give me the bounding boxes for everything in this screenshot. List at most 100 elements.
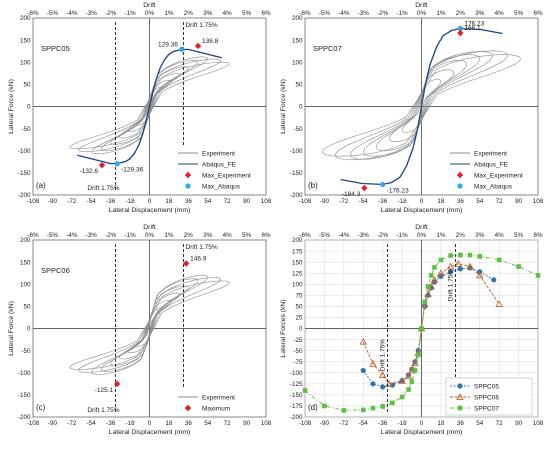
x-tick-label: 72 — [224, 420, 232, 427]
data-point-sppc07 — [409, 379, 415, 384]
max-point-label: -132.6 — [80, 168, 99, 175]
y-tick-label: 0 — [299, 104, 303, 111]
y-tick-label: 50 — [295, 82, 303, 89]
top-tick-label: -1% — [396, 232, 408, 239]
y-tick-label: 50 — [23, 304, 31, 311]
x-tick-label: -54 — [359, 198, 369, 205]
x-tick-label: -90 — [48, 420, 58, 427]
data-point-sppc07 — [448, 253, 453, 258]
data-point-sppc06 — [466, 262, 474, 270]
x-tick-label: 54 — [204, 420, 212, 427]
top-tick-label: 3% — [475, 232, 485, 239]
top-tick-label: -5% — [47, 10, 59, 17]
y-tick-label: -175 — [290, 403, 303, 410]
experiment-loop — [118, 292, 180, 360]
top-tick-label: 2% — [184, 10, 194, 17]
top-tick-label: -2% — [105, 232, 117, 239]
y-tick-label: 150 — [20, 37, 31, 44]
y-tick-label: 150 — [20, 259, 31, 266]
legend-swatch-marker — [456, 171, 464, 179]
data-point-sppc06 — [495, 300, 503, 308]
x-tick-label: 54 — [476, 420, 484, 427]
x-tick-label: 36 — [185, 420, 193, 427]
top-tick-label: -2% — [377, 10, 389, 17]
top-tick-label: -6% — [299, 10, 311, 17]
y-tick-label: -125 — [290, 381, 303, 388]
experiment-loop — [110, 285, 189, 366]
x-tick-label: 0 — [420, 420, 424, 427]
y-tick-label: -150 — [290, 392, 303, 399]
y-tick-label: -100 — [290, 148, 303, 155]
x-tick-label: 36 — [185, 198, 193, 205]
panel-label: (c) — [36, 403, 46, 412]
y-tick-label: 200 — [292, 15, 303, 22]
top-tick-label: -3% — [358, 10, 370, 17]
max-point-label: 176.23 — [464, 21, 484, 28]
data-point-sppc07 — [322, 403, 327, 409]
x-tick-label: -18 — [398, 420, 408, 427]
y-tick-label: -50 — [21, 348, 31, 355]
y-axis-label: Lateral Force (kN) — [8, 301, 15, 356]
y-tick-label: 200 — [20, 237, 31, 244]
x-tick-label: 36 — [457, 420, 465, 427]
y-tick-label: 50 — [23, 82, 31, 89]
panel-label: (a) — [36, 181, 46, 190]
y-tick-label: 125 — [292, 270, 303, 277]
data-point-sppc07 — [422, 299, 428, 305]
top-tick-label: 3% — [203, 232, 213, 239]
x-tick-label: 18 — [437, 420, 445, 427]
chart-panel-3: -108 -90 -72 -54 -36 -18 0 18 36 54 72 90 108 -200 -15… — [8, 224, 272, 436]
data-point-sppc07 — [380, 404, 385, 409]
x-axis-label: Lateral Displacement (mm) — [381, 429, 463, 436]
x-tick-label: -108 — [299, 420, 312, 427]
experiment-loop — [334, 50, 509, 161]
top-axis-label: Drift — [415, 224, 428, 231]
data-point-sppc07 — [438, 257, 444, 263]
chart-panel-4: -108 -90 -72 -54 -36 -18 0 18 36 54 72 90 108 -200 -17… — [280, 224, 544, 436]
max-point-label: -184.3 — [342, 191, 361, 198]
experiment-loop — [90, 56, 209, 155]
max-point-marker — [361, 184, 368, 192]
legend-swatch-marker — [184, 171, 192, 179]
legend: SPPC05 SPPC06 SPPC07 — [445, 377, 533, 416]
y-tick-label: -50 — [293, 126, 303, 133]
top-tick-label: 4% — [223, 232, 233, 239]
data-point-sppc07 — [516, 264, 521, 269]
specimen-label: SPPC05 — [41, 44, 70, 53]
top-axis-label: Drift — [143, 2, 156, 9]
legend-entry: Experiment — [202, 394, 235, 401]
top-tick-label: 5% — [242, 10, 252, 17]
data-point-sppc07 — [419, 326, 424, 331]
y-tick-label: 200 — [20, 15, 31, 22]
data-point-sppc07 — [432, 265, 437, 270]
top-tick-label: 4% — [223, 10, 233, 17]
top-tick-label: 1% — [164, 10, 174, 17]
top-axis-label: Drift — [415, 2, 428, 9]
legend-entry: SPPC05 — [474, 383, 499, 390]
top-tick-label: -4% — [338, 10, 350, 17]
top-tick-label: 1% — [436, 10, 446, 17]
x-tick-label: -36 — [106, 420, 116, 427]
max-point-marker — [194, 42, 202, 50]
top-tick-label: 6% — [261, 232, 271, 239]
experiment-loop — [110, 66, 189, 145]
top-tick-label: 0% — [145, 232, 155, 239]
data-point-sppc07 — [412, 368, 418, 373]
data-point-sppc06 — [404, 372, 413, 380]
y-tick-label: -100 — [18, 370, 31, 377]
legend-entry: Abaqus_FE — [474, 161, 509, 168]
y-axis-label: Lateral Forces (kN) — [280, 299, 287, 357]
y-tick-label: -100 — [18, 148, 31, 155]
x-tick-label: 72 — [224, 198, 232, 205]
legend-swatch-marker — [456, 393, 464, 400]
x-tick-label: 90 — [243, 420, 251, 427]
y-tick-label: 200 — [292, 237, 303, 244]
legend-entry: SPPC07 — [474, 405, 499, 412]
data-point-sppc07 — [477, 254, 483, 259]
data-point-sppc06 — [454, 259, 462, 267]
top-tick-label: 0% — [145, 10, 155, 17]
top-tick-label: -2% — [105, 10, 117, 17]
y-tick-label: -100 — [290, 370, 303, 377]
top-tick-label: -3% — [358, 232, 370, 239]
